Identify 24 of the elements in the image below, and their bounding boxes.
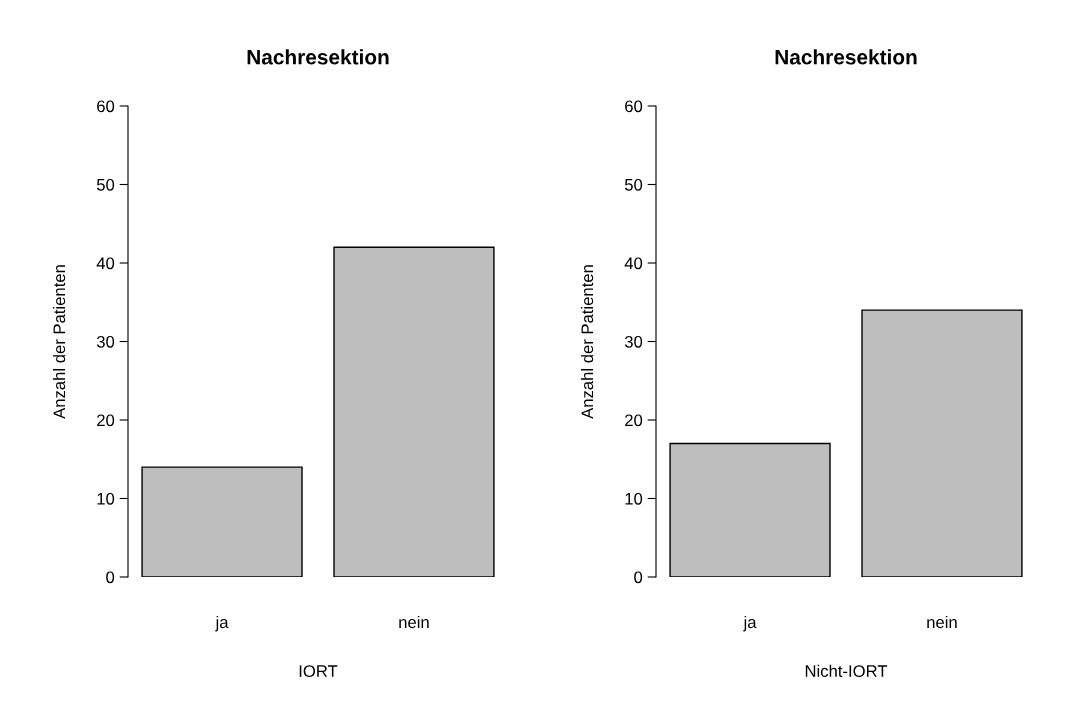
y-axis-title: Anzahl der Patienten [52, 265, 66, 419]
y-tick-label: 10 [625, 492, 643, 505]
y-axis-title: Anzahl der Patienten [580, 265, 594, 419]
chart-title: Nachresektion [775, 49, 917, 65]
x-tick-label: ja [743, 615, 757, 632]
y-tick-label: 50 [624, 178, 643, 191]
chart-title: Nachresektion [247, 49, 389, 65]
y-tick-label: 20 [625, 414, 643, 427]
x-axis-title: IORT [299, 665, 338, 677]
x-axis-title: Nicht-IORT [805, 664, 888, 677]
y-tick-label: 40 [96, 257, 115, 270]
y-tick-label: 0 [106, 571, 115, 584]
y-tick-label: 60 [97, 100, 115, 113]
y-tick-label: 40 [624, 257, 643, 270]
y-tick-label: 10 [97, 492, 115, 505]
y-tick-label: 30 [96, 335, 115, 348]
y-tick-label: 20 [97, 414, 115, 427]
x-tick-label: nein [399, 615, 429, 629]
y-tick-label: 0 [634, 571, 643, 584]
y-tick-label: 30 [624, 335, 643, 348]
x-tick-label: nein [927, 615, 957, 629]
y-tick-label: 60 [625, 100, 643, 113]
y-tick-label: 50 [96, 178, 115, 191]
x-tick-label: ja [215, 615, 229, 632]
